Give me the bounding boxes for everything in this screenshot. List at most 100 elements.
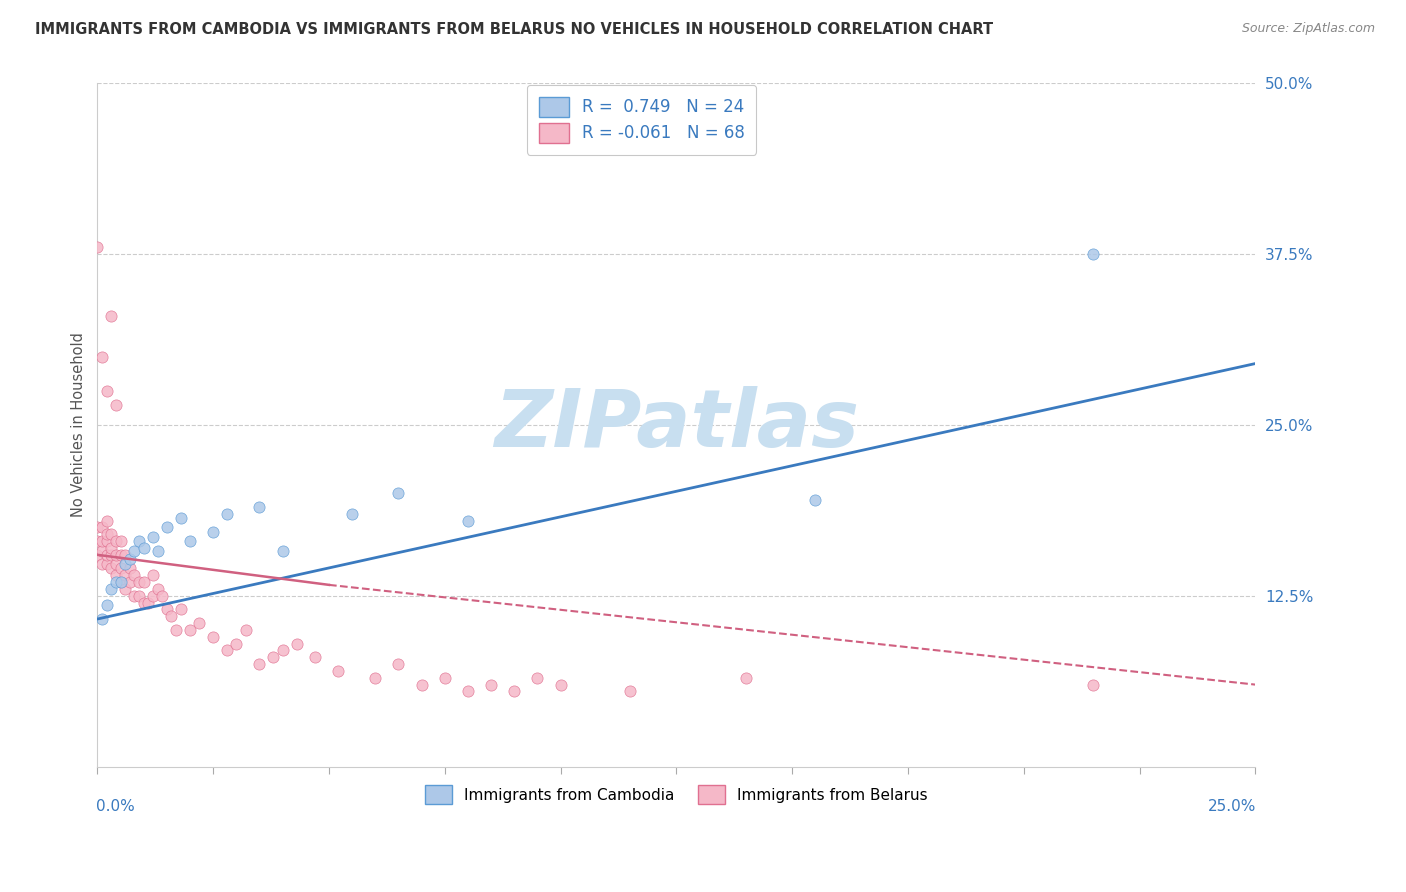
Point: [100, 582, 122, 596]
Point: [142, 589, 165, 603]
Point: [179, 534, 201, 549]
Point: [114, 582, 136, 596]
Point: [96, 514, 118, 528]
Point: [457, 684, 479, 698]
Point: [114, 548, 136, 562]
Point: [249, 657, 271, 672]
Point: [96, 384, 118, 398]
Point: [225, 637, 247, 651]
Text: 0.0%: 0.0%: [96, 799, 135, 814]
Point: [132, 575, 155, 590]
Point: [526, 671, 548, 685]
Point: [136, 596, 159, 610]
Point: [1083, 678, 1105, 692]
Point: [104, 397, 127, 411]
Point: [86, 548, 108, 562]
Point: [104, 575, 127, 590]
Point: [110, 575, 132, 590]
Point: [96, 534, 118, 549]
Point: [128, 575, 150, 590]
Point: [235, 623, 257, 637]
Point: [104, 548, 127, 562]
Point: [124, 589, 146, 603]
Point: [118, 561, 141, 575]
Point: [110, 575, 132, 590]
Point: [100, 309, 122, 323]
Point: [118, 552, 141, 566]
Point: [104, 558, 127, 572]
Point: [86, 520, 108, 534]
Point: [170, 602, 193, 616]
Point: [91, 520, 114, 534]
Point: [110, 561, 132, 575]
Point: [110, 534, 132, 549]
Point: [503, 684, 526, 698]
Point: [165, 623, 187, 637]
Point: [304, 650, 326, 665]
Point: [433, 671, 456, 685]
Point: [387, 486, 409, 500]
Point: [271, 543, 294, 558]
Y-axis label: No Vehicles in Household: No Vehicles in Household: [72, 333, 86, 517]
Text: Source: ZipAtlas.com: Source: ZipAtlas.com: [1241, 22, 1375, 36]
Point: [364, 671, 387, 685]
Point: [96, 558, 118, 572]
Point: [128, 534, 150, 549]
Point: [387, 657, 409, 672]
Point: [215, 507, 238, 521]
Point: [1083, 247, 1105, 261]
Point: [202, 524, 225, 539]
Point: [249, 500, 271, 514]
Point: [150, 589, 173, 603]
Point: [146, 543, 169, 558]
Point: [146, 582, 169, 596]
Point: [124, 543, 146, 558]
Point: [804, 493, 827, 508]
Point: [188, 616, 211, 631]
Point: [142, 568, 165, 582]
Point: [100, 548, 122, 562]
Point: [179, 623, 201, 637]
Point: [124, 568, 146, 582]
Point: [91, 350, 114, 364]
Point: [160, 609, 183, 624]
Point: [100, 527, 122, 541]
Legend: Immigrants from Cambodia, Immigrants from Belarus: Immigrants from Cambodia, Immigrants fro…: [419, 780, 934, 810]
Point: [96, 527, 118, 541]
Point: [328, 664, 350, 678]
Point: [128, 589, 150, 603]
Point: [104, 568, 127, 582]
Point: [411, 678, 433, 692]
Point: [118, 575, 141, 590]
Point: [156, 602, 179, 616]
Point: [156, 520, 179, 534]
Point: [104, 534, 127, 549]
Point: [619, 684, 641, 698]
Point: [170, 511, 193, 525]
Point: [262, 650, 284, 665]
Point: [91, 612, 114, 626]
Point: [110, 548, 132, 562]
Point: [114, 558, 136, 572]
Point: [202, 630, 225, 644]
Point: [91, 543, 114, 558]
Point: [86, 534, 108, 549]
Point: [132, 596, 155, 610]
Point: [100, 541, 122, 555]
Text: 25.0%: 25.0%: [1208, 799, 1257, 814]
Text: IMMIGRANTS FROM CAMBODIA VS IMMIGRANTS FROM BELARUS NO VEHICLES IN HOUSEHOLD COR: IMMIGRANTS FROM CAMBODIA VS IMMIGRANTS F…: [35, 22, 993, 37]
Point: [96, 548, 118, 562]
Point: [457, 514, 479, 528]
Point: [132, 541, 155, 555]
Point: [215, 643, 238, 657]
Point: [285, 637, 308, 651]
Point: [114, 568, 136, 582]
Point: [91, 558, 114, 572]
Point: [271, 643, 294, 657]
Point: [96, 599, 118, 613]
Point: [100, 561, 122, 575]
Point: [550, 678, 572, 692]
Point: [142, 530, 165, 544]
Point: [735, 671, 758, 685]
Point: [479, 678, 502, 692]
